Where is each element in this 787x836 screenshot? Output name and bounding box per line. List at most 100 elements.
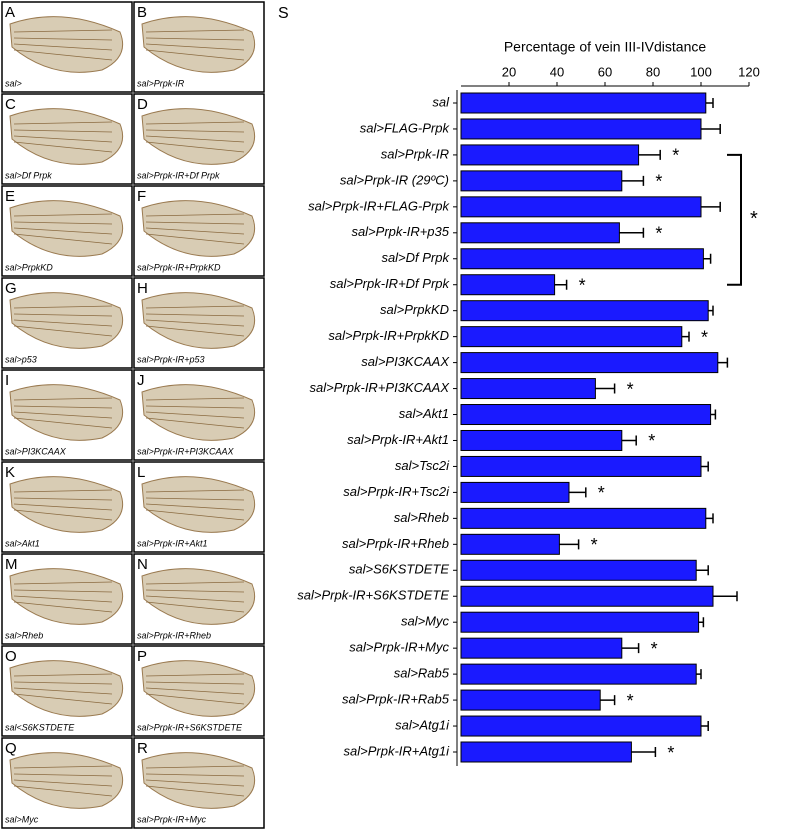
panel-letter: O [5, 648, 17, 665]
significance-mark: * [627, 379, 634, 399]
panel-caption: sal>PI3KCAAX [5, 446, 67, 456]
category-label: sal>Tsc2i [395, 458, 450, 473]
panel-letter: D [137, 96, 148, 113]
bar [461, 534, 559, 554]
bar [461, 197, 701, 217]
category-label: sal>Prpk-IR+Tsc2i [343, 484, 450, 499]
category-label: sal>Prpk-IR+PrpkKD [328, 328, 449, 343]
panel-letter: H [137, 280, 148, 297]
x-tick-label: 120 [738, 64, 760, 79]
panel-letter: E [5, 188, 15, 205]
bar [461, 508, 706, 528]
x-tick-label: 60 [598, 64, 612, 79]
error-bar [595, 384, 614, 394]
significance-mark: * [648, 431, 655, 451]
bar [461, 716, 701, 736]
axis-title: Percentage of vein III-IVdistance [504, 39, 707, 55]
error-bar [555, 280, 567, 290]
bar [461, 586, 713, 606]
significance-mark: * [655, 224, 662, 244]
panel-caption: sal>Prpk-IR+PI3KCAAX [137, 446, 235, 456]
significance-mark: * [667, 743, 674, 763]
x-tick-label: 40 [550, 64, 564, 79]
bracket [727, 155, 741, 285]
panel-letter: B [137, 4, 147, 21]
panel-caption: sal>Prpk-IR+S6KSTDETE [137, 722, 243, 732]
bar [461, 664, 696, 684]
panel-caption: sal>Akt1 [5, 538, 40, 548]
category-label: sal>Prpk-IR+Atg1i [344, 743, 451, 758]
error-bar [619, 228, 643, 238]
panel-letter: C [5, 96, 16, 113]
category-label: sal>Prpk-IR (29ºC) [340, 172, 449, 187]
bar [461, 379, 595, 399]
error-bar [569, 487, 586, 497]
bar [461, 742, 631, 762]
bar [461, 612, 699, 632]
category-label: sal>Rab5 [394, 666, 450, 681]
error-bar [622, 435, 636, 445]
significance-mark: * [655, 172, 662, 192]
bar [461, 405, 711, 425]
bar [461, 456, 701, 476]
panel-caption: sal>Prpk-IR+p53 [137, 354, 205, 364]
significance-mark: * [701, 327, 708, 347]
error-bar [699, 617, 704, 627]
panel-letter: Q [5, 740, 17, 757]
error-bar [631, 747, 655, 757]
bar [461, 249, 703, 269]
error-bar [701, 721, 708, 731]
category-label: sal>Akt1 [399, 406, 449, 421]
error-bar [701, 202, 720, 212]
significance-mark: * [598, 483, 605, 503]
panel-caption: sal>Prpk-IR [137, 78, 185, 88]
bar [461, 560, 696, 580]
significance-mark: * [672, 146, 679, 166]
error-bar [696, 669, 701, 679]
error-bar [682, 332, 689, 342]
panel-caption: sal<S6KSTDETE [5, 722, 75, 732]
panel-caption: sal> [5, 78, 22, 88]
bar [461, 353, 718, 373]
error-bar [706, 98, 713, 108]
panel-letter: F [137, 188, 146, 205]
bar [461, 638, 622, 658]
bar [461, 690, 600, 710]
category-label: sal>FLAG-Prpk [360, 120, 451, 135]
error-bar [703, 254, 710, 264]
category-label: sal>Df Prpk [381, 250, 450, 265]
panel-caption: sal>Prpk-IR+Df Prpk [137, 170, 220, 180]
panel-caption: sal>PrpkKD [5, 262, 53, 272]
panel-letter: R [137, 740, 148, 757]
bar [461, 171, 622, 191]
bar [461, 93, 706, 113]
error-bar [708, 306, 713, 316]
error-bar [600, 695, 614, 705]
category-label: sal>S6KSTDETE [349, 562, 449, 577]
category-label: sal>Prpk-IR [381, 146, 449, 161]
error-bar [701, 124, 720, 134]
category-label: sal>Prpk-IR+S6KSTDETE [297, 588, 449, 603]
x-tick-label: 100 [690, 64, 712, 79]
panel-label: S [278, 5, 289, 22]
category-label: sal>Prpk-IR+Df Prpk [330, 276, 451, 291]
category-label: sal>Prpk-IR+Akt1 [347, 432, 449, 447]
error-bar [711, 410, 716, 420]
panel-letter: A [5, 4, 15, 21]
bar [461, 119, 701, 139]
panel-caption: sal>p53 [5, 354, 37, 364]
panel-caption: sal>Myc [5, 814, 39, 824]
category-label: sal>Prpk-IR+Myc [349, 640, 449, 655]
panel-letter: I [5, 372, 9, 389]
bar [461, 327, 682, 347]
error-bar [639, 150, 661, 160]
panel-letter: M [5, 556, 18, 573]
bar [461, 430, 622, 450]
panel-caption: sal>Prpk-IR+Rheb [137, 630, 211, 640]
significance-mark: * [651, 639, 658, 659]
category-label: sal>Atg1i [395, 717, 450, 732]
category-label: sal [432, 94, 450, 109]
significance-mark: * [627, 691, 634, 711]
bar [461, 275, 555, 295]
panel-letter: L [137, 464, 145, 481]
